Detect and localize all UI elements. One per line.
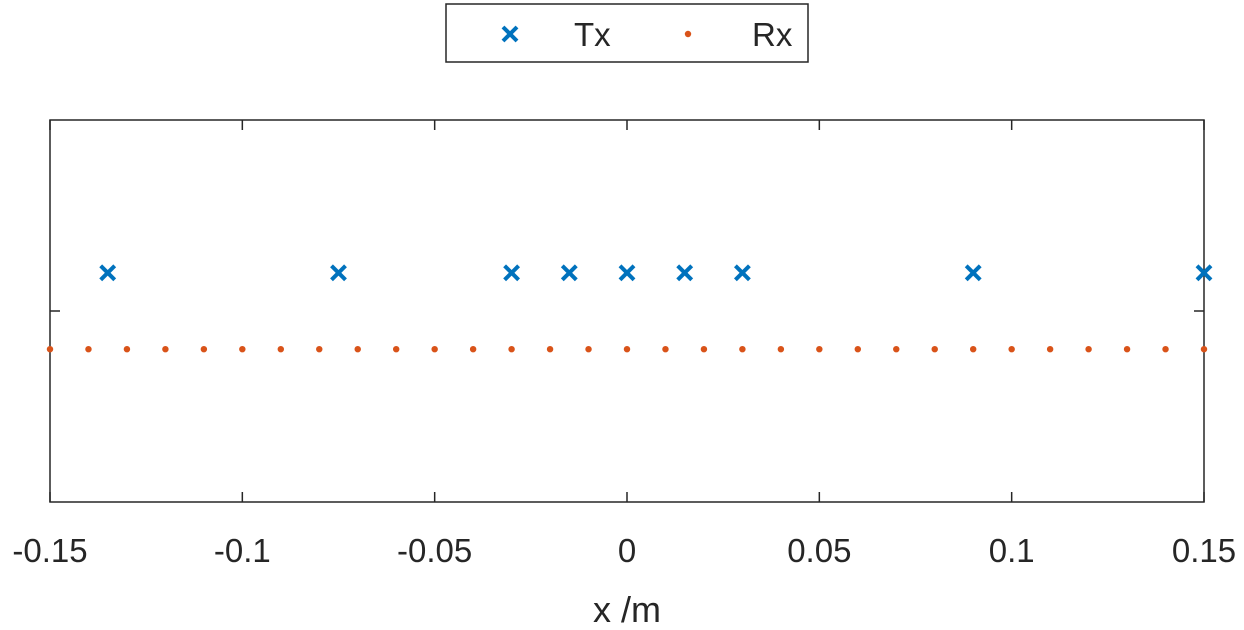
tx-point: [99, 264, 117, 282]
data-marks: [46, 264, 1213, 353]
rx-point: [700, 346, 708, 353]
axis-ticks: [49, 120, 1205, 502]
x-tick-label: 0: [618, 532, 636, 569]
legend-marker-rx: [684, 30, 692, 38]
axes-box: [49, 119, 1205, 503]
x-tick-label: 0.05: [787, 532, 851, 569]
rx-point: [200, 346, 208, 353]
x-tick-label: -0.05: [397, 532, 472, 569]
legend-label-tx: Tx: [574, 16, 611, 53]
rx-point: [469, 346, 477, 353]
tx-point: [964, 264, 982, 282]
tx-point: [676, 264, 694, 282]
rx-point: [123, 346, 131, 353]
tx-point: [733, 264, 751, 282]
tx-point: [560, 264, 578, 282]
legend-items: Tx Rx: [501, 16, 793, 53]
x-axis-label: x /m: [593, 589, 661, 630]
legend-marker-tx: [501, 25, 519, 43]
x-tick-label: 0.15: [1172, 532, 1236, 569]
rx-point: [162, 346, 169, 353]
x-tick-label: -0.15: [12, 532, 87, 569]
rx-point: [277, 346, 284, 353]
tx-point: [503, 264, 521, 282]
rx-point: [431, 346, 438, 353]
rx-point: [316, 346, 323, 353]
series-tx: [99, 264, 1213, 282]
rx-point: [1123, 346, 1131, 353]
x-tick-label: 0.1: [989, 532, 1035, 569]
rx-point: [1162, 346, 1169, 353]
rx-point: [816, 346, 823, 353]
rx-point: [1008, 346, 1015, 353]
rx-point: [623, 346, 631, 353]
x-tick-labels: -0.15 -0.1 -0.05 0 0.05 0.1 0.15: [12, 532, 1236, 569]
rx-point: [662, 346, 669, 353]
rx-point: [1046, 346, 1054, 353]
series-rx: [46, 346, 1208, 353]
rx-point: [970, 346, 977, 353]
plot-area: [46, 119, 1213, 503]
legend-label-rx: Rx: [752, 16, 793, 53]
rx-point: [393, 346, 400, 353]
rx-point: [893, 346, 900, 353]
rx-point: [239, 346, 246, 353]
rx-point: [777, 346, 785, 353]
legend: Tx Rx: [445, 3, 809, 63]
rx-point: [46, 346, 54, 353]
tx-point: [1195, 264, 1213, 282]
rx-point: [1200, 346, 1208, 353]
rx-point: [546, 346, 554, 353]
rx-point: [508, 346, 515, 353]
rx-point: [354, 346, 361, 353]
rx-point: [85, 346, 92, 353]
rx-point: [739, 346, 746, 353]
tx-point: [618, 264, 636, 282]
rx-point: [931, 346, 938, 353]
tx-point: [330, 264, 347, 282]
x-tick-label: -0.1: [214, 532, 271, 569]
rx-point: [854, 346, 861, 353]
rx-point: [585, 346, 592, 353]
rx-point: [1085, 346, 1092, 353]
